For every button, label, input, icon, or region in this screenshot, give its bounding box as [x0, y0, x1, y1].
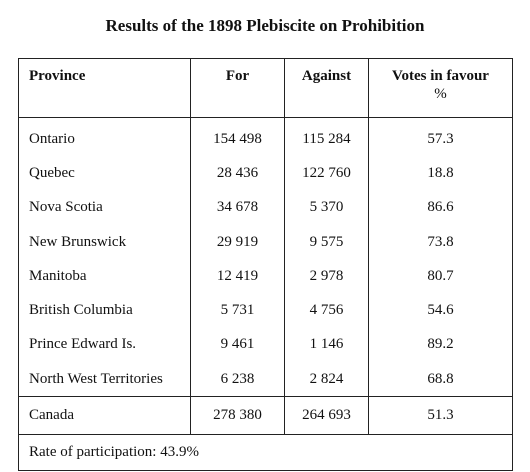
header-unit: % [434, 86, 447, 102]
cell: North West Territories [18, 362, 191, 397]
cell: 278 380 [190, 396, 285, 436]
cell: 86.6 [368, 190, 513, 225]
header-row: Province For Against Votes in favour% [18, 58, 513, 118]
cell: 29 919 [190, 224, 285, 260]
data-row: Quebec 28 436 122 760 18.8 [18, 156, 513, 191]
footer-row: Rate of participation: 43.9% [18, 434, 513, 471]
data-row: Ontario 154 498 115 284 57.3 [18, 117, 513, 157]
cell: 34 678 [190, 190, 285, 225]
cell: 80.7 [368, 259, 513, 294]
cell: Prince Edward Is. [18, 327, 191, 363]
cell: 5 731 [190, 293, 285, 328]
cell: Canada [18, 396, 191, 436]
header-cell: Province [18, 58, 191, 118]
cell: 2 978 [284, 259, 369, 294]
cell: 9 575 [284, 224, 369, 260]
data-row: North West Territories 6 238 2 824 68.8 [18, 362, 513, 397]
data-row: British Columbia 5 731 4 756 54.6 [18, 293, 513, 328]
cell: 12 419 [190, 259, 285, 294]
cell: New Brunswick [18, 224, 191, 260]
cell: 122 760 [284, 156, 369, 191]
cell: 18.8 [368, 156, 513, 191]
cell: Quebec [18, 156, 191, 191]
cell: 4 756 [284, 293, 369, 328]
cell: Ontario [18, 117, 191, 157]
cell: 154 498 [190, 117, 285, 157]
cell: British Columbia [18, 293, 191, 328]
header-text: For [225, 68, 250, 84]
cell: 73.8 [368, 224, 513, 260]
cell: 89.2 [368, 327, 513, 363]
header-text: Province [29, 68, 86, 84]
cell: 9 461 [190, 327, 285, 363]
data-row: Manitoba 12 419 2 978 80.7 [18, 259, 513, 294]
cell: 28 436 [190, 156, 285, 191]
cell: 5 370 [284, 190, 369, 225]
cell: 68.8 [368, 362, 513, 397]
cell: 6 238 [190, 362, 285, 397]
cell: 54.6 [368, 293, 513, 328]
cell: 2 824 [284, 362, 369, 397]
header-text: Votes in favour [392, 68, 489, 84]
footer-cell: Rate of participation: 43.9% [18, 434, 513, 471]
cell: 264 693 [284, 396, 369, 436]
header-cell: Against [284, 58, 369, 118]
data-row: Prince Edward Is. 9 461 1 146 89.2 [18, 327, 513, 363]
cell: 51.3 [368, 396, 513, 436]
table-body: Ontario 154 498 115 284 57.3 Quebec 28 436 122… [18, 117, 513, 471]
title: Results of the 1898 Plebiscite on Prohib… [105, 16, 425, 35]
results-table: Province For Against Votes in favour% Ontar… [18, 58, 513, 472]
cell: Nova Scotia [18, 190, 191, 225]
total-row: Canada 278 380 264 693 51.3 [18, 396, 513, 436]
data-row: Nova Scotia 34 678 5 370 86.6 [18, 190, 513, 225]
cell: Manitoba [18, 259, 191, 294]
data-row: New Brunswick 29 919 9 575 73.8 [18, 224, 513, 260]
cell: 57.3 [368, 117, 513, 157]
header-cell: For [190, 58, 285, 118]
cell: 115 284 [284, 117, 369, 157]
header-text: Against [301, 68, 352, 84]
cell: 1 146 [284, 327, 369, 363]
header-cell: Votes in favour% [368, 58, 513, 118]
